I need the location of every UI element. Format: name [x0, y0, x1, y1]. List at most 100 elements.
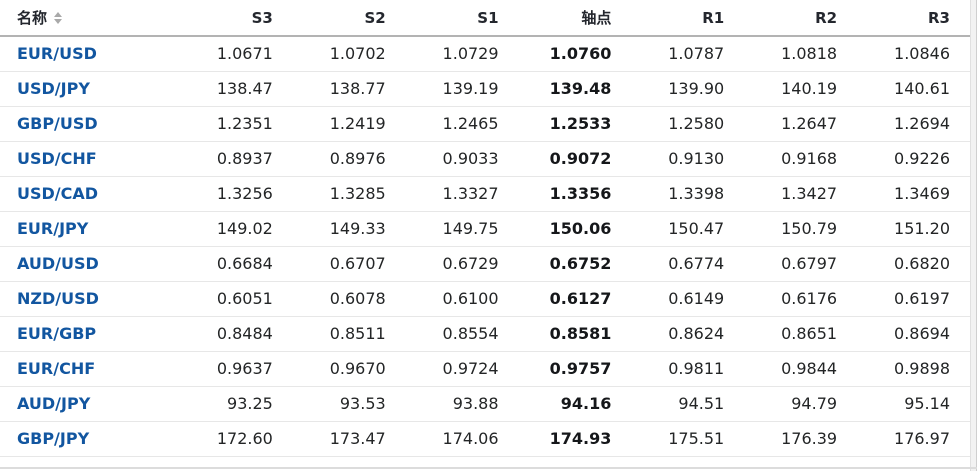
pair-cell: NZD/USD	[0, 281, 180, 317]
pivot-value: 1.3356	[518, 176, 632, 212]
table-row: EUR/USD 1.0671 1.0702 1.0729 1.0760 1.07…	[0, 36, 970, 72]
pivot-value: 139.48	[518, 71, 632, 107]
r1-value: 0.6149	[631, 281, 745, 317]
pair-cell: GBP/USD	[0, 106, 180, 142]
pivot-value: 150.06	[518, 211, 632, 247]
s3-value: 0.6051	[180, 281, 293, 317]
column-header-s2: S2	[292, 0, 406, 37]
r1-value: 150.47	[631, 211, 745, 247]
sort-arrows-icon	[54, 11, 63, 24]
table-row: NZD/USD 0.6051 0.6078 0.6100 0.6127 0.61…	[0, 281, 970, 317]
pivot-value: 0.6127	[518, 281, 632, 317]
r3-value: 0.8694	[857, 316, 970, 352]
header-row: 名称 S3 S2 S1 轴点 R1 R2 R3	[0, 0, 970, 37]
pair-link[interactable]: AUD/JPY	[17, 394, 91, 413]
r3-value: 1.0846	[857, 36, 970, 72]
pivot-value: 0.9072	[518, 141, 632, 177]
r2-value: 0.6797	[744, 246, 858, 282]
s2-value: 0.8511	[292, 316, 406, 352]
column-header-name[interactable]: 名称	[0, 0, 180, 37]
pivot-value: 0.8581	[518, 316, 632, 352]
r2-value: 0.8651	[744, 316, 858, 352]
pair-link[interactable]: USD/CAD	[17, 184, 99, 203]
pair-link[interactable]: EUR/CHF	[17, 359, 96, 378]
s2-value: 0.9670	[292, 351, 406, 387]
pair-cell: EUR/JPY	[0, 211, 180, 247]
r3-value: 0.9226	[857, 141, 970, 177]
r1-value: 0.6774	[631, 246, 745, 282]
pivot-value: 174.93	[518, 421, 632, 457]
table-row: EUR/JPY 149.02 149.33 149.75 150.06 150.…	[0, 211, 970, 247]
r3-value: 95.14	[857, 386, 970, 422]
s2-value: 138.77	[292, 71, 406, 107]
pair-link[interactable]: EUR/JPY	[17, 219, 89, 238]
s1-value: 1.2465	[405, 106, 519, 142]
r1-value: 1.2580	[631, 106, 745, 142]
pair-cell: USD/CAD	[0, 176, 180, 212]
r2-value: 1.0818	[744, 36, 858, 72]
r3-value: 0.9898	[857, 351, 970, 387]
s3-value: 172.60	[180, 421, 293, 457]
column-header-r2: R2	[744, 0, 858, 37]
s3-value: 1.0671	[180, 36, 293, 72]
table-row: USD/JPY 138.47 138.77 139.19 139.48 139.…	[0, 71, 970, 107]
s3-value: 0.6684	[180, 246, 293, 282]
pair-link[interactable]: USD/CHF	[17, 149, 97, 168]
r3-value: 0.6197	[857, 281, 970, 317]
pivot-value: 0.9757	[518, 351, 632, 387]
r2-value: 150.79	[744, 211, 858, 247]
r1-value: 0.9811	[631, 351, 745, 387]
r1-value: 175.51	[631, 421, 745, 457]
table-row: USD/CAD 1.3256 1.3285 1.3327 1.3356 1.33…	[0, 176, 970, 212]
pair-cell: GBP/JPY	[0, 421, 180, 457]
vertical-scrollbar[interactable]	[970, 0, 977, 471]
pair-link[interactable]: GBP/JPY	[17, 429, 90, 448]
table-row: AUD/JPY 93.25 93.53 93.88 94.16 94.51 94…	[0, 386, 970, 422]
r1-value: 139.90	[631, 71, 745, 107]
pair-cell: EUR/CHF	[0, 351, 180, 387]
s2-value: 1.2419	[292, 106, 406, 142]
s1-value: 1.3327	[405, 176, 519, 212]
s1-value: 174.06	[405, 421, 519, 457]
pair-cell: AUD/USD	[0, 246, 180, 282]
s1-value: 139.19	[405, 71, 519, 107]
pair-link[interactable]: USD/JPY	[17, 79, 90, 98]
pair-link[interactable]: NZD/USD	[17, 289, 99, 308]
column-header-s1: S1	[405, 0, 519, 37]
s3-value: 149.02	[180, 211, 293, 247]
r3-value: 1.3469	[857, 176, 970, 212]
pair-link[interactable]: EUR/USD	[17, 44, 97, 64]
s3-value: 138.47	[180, 71, 293, 107]
r3-value: 1.2694	[857, 106, 970, 142]
s1-value: 1.0729	[405, 36, 519, 72]
s2-value: 0.6707	[292, 246, 406, 282]
pivot-value: 94.16	[518, 386, 632, 422]
r3-value: 151.20	[857, 211, 970, 247]
r2-value: 0.9168	[744, 141, 858, 177]
s1-value: 149.75	[405, 211, 519, 247]
pivot-points-table: 名称 S3 S2 S1 轴点 R1 R2 R3 EUR/USD 1.0671 1…	[0, 0, 970, 457]
pair-link[interactable]: AUD/USD	[17, 254, 99, 273]
s3-value: 0.8484	[180, 316, 293, 352]
r2-value: 176.39	[744, 421, 858, 457]
s3-value: 1.3256	[180, 176, 293, 212]
pair-cell: EUR/USD	[0, 36, 180, 72]
table-row: USD/CHF 0.8937 0.8976 0.9033 0.9072 0.91…	[0, 141, 970, 177]
s2-value: 1.0702	[292, 36, 406, 72]
r2-value: 94.79	[744, 386, 858, 422]
s1-value: 93.88	[405, 386, 519, 422]
r2-value: 0.9844	[744, 351, 858, 387]
pair-link[interactable]: EUR/GBP	[17, 324, 97, 343]
pair-link[interactable]: GBP/USD	[17, 114, 98, 133]
s1-value: 0.9033	[405, 141, 519, 177]
table-row: GBP/USD 1.2351 1.2419 1.2465 1.2533 1.25…	[0, 106, 970, 142]
s1-value: 0.6729	[405, 246, 519, 282]
column-header-name-label: 名称	[17, 9, 48, 27]
s3-value: 1.2351	[180, 106, 293, 142]
column-header-s3: S3	[180, 0, 293, 37]
r2-value: 140.19	[744, 71, 858, 107]
r1-value: 1.0787	[631, 36, 745, 72]
s2-value: 1.3285	[292, 176, 406, 212]
s1-value: 0.6100	[405, 281, 519, 317]
